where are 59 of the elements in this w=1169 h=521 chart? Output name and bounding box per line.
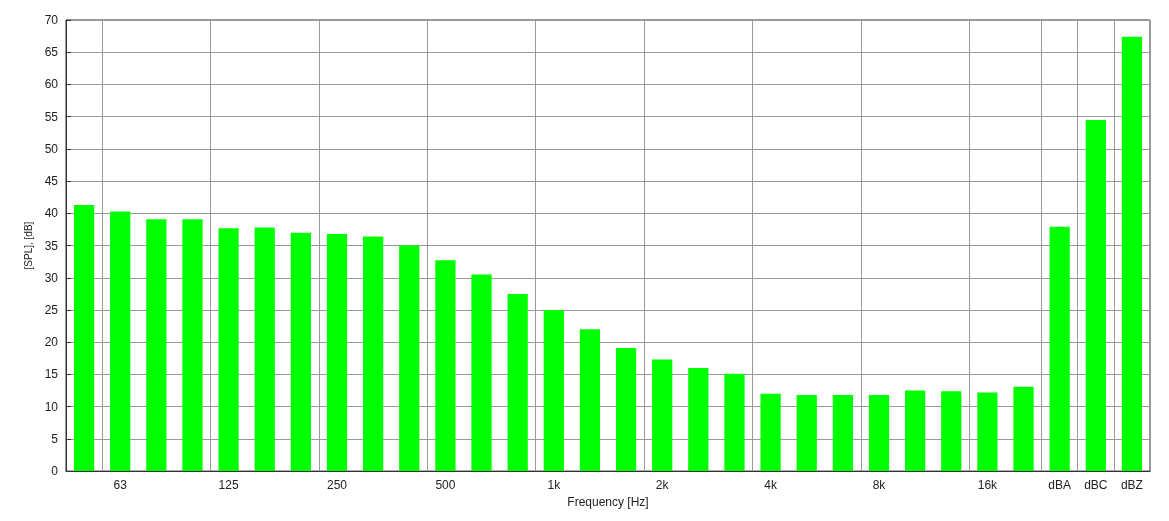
y-tick-label: 5 [51,431,59,446]
x-tick-label: 63 [113,478,128,493]
y-tick-label: 50 [44,141,59,156]
x-tick-label: 2k [655,478,670,493]
x-tick-label: 8k [872,478,887,493]
bar [182,219,203,472]
y-tick-label: 30 [44,270,59,285]
bar [796,395,817,472]
y-tick-label: 10 [44,399,59,414]
y-tick-label: 55 [44,109,59,124]
y-tick-label: 35 [44,238,59,253]
bar [1013,386,1034,472]
bar [688,367,709,472]
y-tick-label: 60 [44,77,59,92]
x-tick-label: dBZ [1120,478,1143,493]
x-tick-label: dBC [1084,478,1108,493]
y-tick-label: 40 [44,206,59,221]
y-tick-label: 15 [44,367,59,382]
bar [905,390,926,472]
bar [363,236,384,472]
bar [290,232,311,472]
bar [977,392,998,472]
x-tick-label: 4k [764,478,778,493]
x-tick-label: 500 [435,478,456,493]
bar [724,373,745,472]
bar [218,228,239,472]
y-tick-label: 25 [44,302,59,317]
bar [760,393,781,472]
y-tick-label: 0 [51,464,59,479]
x-tick-label: 16k [977,478,999,493]
y-tick-label: 70 [44,13,59,27]
bar [868,395,890,472]
bar [471,274,492,472]
bar [254,227,275,472]
y-tick-label: 65 [44,45,59,60]
bar [399,245,420,472]
bar [73,204,95,472]
bar [110,211,131,472]
y-axis-title: [SPL], [dB] [23,221,35,270]
x-tick-label: 1k [547,478,562,493]
y-tick-label: 20 [44,335,59,350]
bar [146,219,167,472]
x-tick-label: 250 [326,478,348,493]
bar [1121,36,1143,472]
bar [652,359,673,472]
x-axis-title: Frequency [Hz] [567,495,649,509]
bar [1049,226,1070,472]
x-tick-label: dBA [1048,478,1072,493]
bar [941,391,962,472]
bar [1085,119,1106,472]
bar [326,233,348,472]
bar [543,309,564,472]
bar [507,293,528,472]
x-tick-label: 125 [218,478,239,493]
bar [579,329,601,472]
bar [832,395,853,472]
bar [615,348,637,472]
y-tick-label: 45 [44,174,59,189]
bar [435,260,456,472]
